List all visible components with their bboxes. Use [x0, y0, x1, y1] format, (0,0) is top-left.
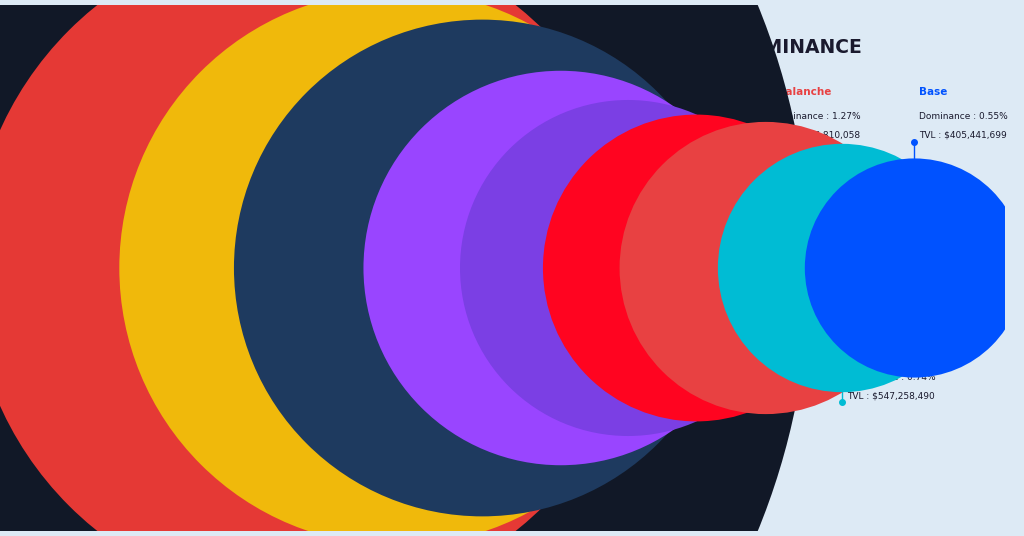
Circle shape — [120, 0, 675, 536]
Text: Manta Pacific: Manta Pacific — [847, 353, 927, 363]
Text: Solana: Solana — [568, 353, 608, 363]
Text: TRON: TRON — [317, 87, 350, 97]
Text: TVL : $9,575,920,943: TVL : $9,575,920,943 — [317, 130, 414, 139]
Text: TVL : $3,523,328,614: TVL : $3,523,328,614 — [493, 130, 589, 139]
Circle shape — [233, 20, 731, 516]
Circle shape — [805, 159, 1024, 377]
Text: BNB Smart Chain: BNB Smart Chain — [407, 353, 508, 363]
Text: Dominance : 2.86%: Dominance : 2.86% — [568, 373, 657, 382]
Text: Dominance : 0.55%: Dominance : 0.55% — [920, 111, 1009, 121]
Text: TVL : $48,409,240,331: TVL : $48,409,240,331 — [176, 415, 278, 424]
Circle shape — [543, 115, 850, 421]
Text: TVL : $936,810,058: TVL : $936,810,058 — [772, 130, 860, 139]
Text: Arbitrum One: Arbitrum One — [493, 87, 571, 97]
Text: Avalanche: Avalanche — [772, 87, 833, 97]
Text: Dominance : 0.74%: Dominance : 0.74% — [847, 373, 936, 382]
Circle shape — [620, 122, 911, 414]
Text: Ethereum: Ethereum — [176, 376, 233, 386]
Text: Dominance : 11.62%: Dominance : 11.62% — [317, 111, 412, 121]
Text: Dominance : 1.27%: Dominance : 1.27% — [772, 111, 860, 121]
Text: TVL : $2,112,119,544: TVL : $2,112,119,544 — [568, 391, 665, 400]
Text: TVL : $405,441,699: TVL : $405,441,699 — [920, 130, 1008, 139]
Text: CoinPedia: CoinPedia — [420, 471, 537, 491]
Circle shape — [0, 0, 810, 536]
Text: Optimism: Optimism — [703, 353, 760, 363]
Text: TVL : $1,027,218,469: TVL : $1,027,218,469 — [636, 130, 732, 139]
Text: TVL : $547,258,490: TVL : $547,258,490 — [847, 391, 935, 400]
Circle shape — [718, 144, 967, 392]
Circle shape — [364, 71, 758, 465]
Text: Dominance : 65.61%: Dominance : 65.61% — [176, 397, 270, 406]
Text: Polygon POS: Polygon POS — [636, 87, 711, 97]
Circle shape — [460, 100, 796, 436]
Text: Dominance : 4.78%: Dominance : 4.78% — [493, 111, 581, 121]
Text: TVL : $944,636,046: TVL : $944,636,046 — [703, 391, 792, 400]
Text: TVL : $4,553,551,332: TVL : $4,553,551,332 — [407, 391, 504, 400]
Text: Dominance : 1.39%: Dominance : 1.39% — [636, 111, 725, 121]
Text: BLOCKCHAIN PERFORMANCE ANALYSIS USING TVL AND DOMINANCE: BLOCKCHAIN PERFORMANCE ANALYSIS USING TV… — [143, 38, 861, 57]
Text: Dominance : 6.17%: Dominance : 6.17% — [407, 373, 496, 382]
Circle shape — [0, 0, 642, 536]
Text: Base: Base — [920, 87, 948, 97]
Text: Dominance : 1.28%: Dominance : 1.28% — [703, 373, 792, 382]
Text: .: . — [525, 469, 538, 498]
